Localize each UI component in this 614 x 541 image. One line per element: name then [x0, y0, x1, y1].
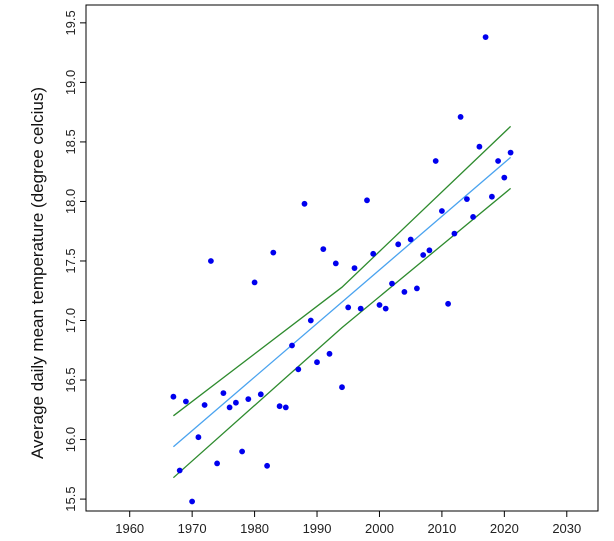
data-point [445, 300, 451, 307]
x-tick-label: 2020 [490, 521, 519, 536]
data-point [226, 404, 233, 411]
x-tick-label: 2000 [365, 521, 394, 536]
y-tick-label: 19.0 [63, 70, 78, 95]
data-point [307, 317, 314, 324]
data-point [439, 208, 445, 214]
data-point [170, 393, 177, 400]
data-point [176, 467, 183, 474]
data-point [201, 402, 208, 408]
data-point [464, 196, 470, 203]
fit-line [172, 156, 512, 448]
data-point [239, 448, 246, 455]
data-point [426, 247, 433, 254]
x-tick-label: 1970 [178, 521, 207, 536]
data-point [457, 114, 464, 120]
y-tick-label: 19.5 [63, 10, 78, 35]
x-tick-label: 2010 [427, 521, 456, 536]
data-point [376, 302, 383, 308]
x-tick-label: 1980 [240, 521, 269, 536]
data-point [326, 350, 333, 357]
data-point [301, 200, 308, 207]
confidence-upper-line [173, 125, 512, 417]
y-tick-label: 17.5 [63, 248, 78, 273]
data-point [189, 498, 196, 505]
data-point [401, 289, 408, 295]
data-point [501, 174, 508, 181]
data-point [220, 390, 227, 396]
data-point [345, 304, 352, 311]
data-point [389, 280, 395, 287]
data-point [233, 399, 239, 406]
data-point [314, 359, 320, 366]
data-point [489, 193, 495, 200]
data-point [495, 158, 501, 164]
data-point [414, 285, 420, 292]
y-tick-label: 18.0 [63, 189, 78, 214]
data-point [432, 158, 439, 164]
data-point [451, 230, 458, 237]
data-point [195, 434, 202, 441]
y-tick-label: 17.0 [63, 308, 78, 333]
confidence-lower-line [172, 187, 512, 479]
data-point [214, 460, 221, 467]
y-tick-label: 15.5 [63, 486, 78, 511]
data-point [420, 252, 427, 258]
x-tick-label: 1990 [303, 521, 332, 536]
data-point [382, 305, 389, 312]
data-point [245, 396, 252, 402]
y-axis-label: Average daily mean temperature (degree c… [28, 87, 47, 459]
data-point [295, 366, 302, 373]
data-point [507, 149, 514, 156]
plot-area [170, 34, 514, 505]
data-point [289, 342, 295, 349]
data-point [257, 391, 264, 398]
data-point [251, 279, 258, 286]
x-tick-label: 1960 [115, 521, 144, 536]
data-point [264, 462, 270, 469]
data-point [332, 260, 339, 267]
data-point [357, 305, 364, 312]
data-point [395, 241, 402, 248]
data-point [208, 258, 214, 264]
data-point [364, 197, 370, 204]
data-point [282, 404, 289, 411]
data-point [320, 246, 327, 253]
x-tick-label: 2030 [552, 521, 581, 536]
y-tick-label: 18.5 [63, 129, 78, 154]
data-point [183, 398, 189, 405]
data-point [339, 384, 345, 391]
data-point [276, 403, 283, 410]
data-point [407, 236, 414, 243]
data-point [470, 214, 476, 220]
data-point [482, 34, 489, 40]
data-point [476, 143, 483, 150]
y-tick-label: 16.5 [63, 367, 78, 392]
data-point [270, 249, 277, 256]
axes: 1960 1970 1980 1990 2000 2010 2020 2030 15.5 16.0… [63, 10, 581, 536]
plot-frame [85, 4, 599, 512]
data-point [370, 250, 377, 257]
data-point [351, 265, 358, 271]
y-tick-label: 16.0 [63, 427, 78, 452]
